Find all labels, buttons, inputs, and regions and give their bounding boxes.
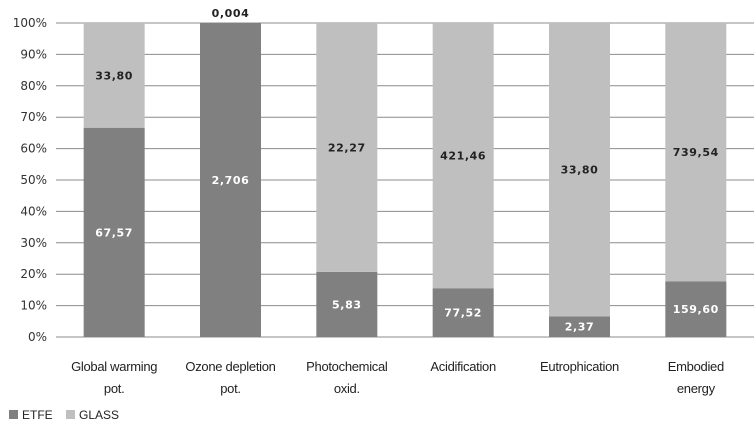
- x-category-label: oxid.: [334, 381, 360, 396]
- y-tick-label: 30%: [20, 236, 47, 250]
- legend-swatch-glass: [66, 410, 75, 419]
- data-label-glass: 0,004: [212, 7, 250, 20]
- x-category-label: Global warming: [71, 359, 157, 374]
- bars: [83, 23, 727, 338]
- bar-glass: [549, 23, 610, 317]
- x-category-label: pot.: [104, 381, 124, 396]
- gridlines: [56, 22, 754, 338]
- y-tick-label: 70%: [20, 110, 47, 124]
- legend-label-glass: GLASS: [79, 408, 119, 422]
- y-tick-label: 100%: [13, 16, 47, 30]
- bar-etfe: [549, 316, 610, 337]
- data-label-etfe: 2,37: [565, 321, 595, 334]
- y-tick-label: 0%: [28, 330, 47, 344]
- data-label-glass: 421,46: [440, 150, 486, 163]
- y-tick-label: 60%: [20, 142, 47, 156]
- y-tick-label: 90%: [20, 47, 47, 61]
- y-axis-ticks: 0% 10% 20% 30% 40% 50% 60% 70% 80% 90% 100%: [13, 16, 47, 344]
- y-tick-label: 20%: [20, 267, 47, 281]
- y-tick-label: 80%: [20, 79, 47, 93]
- bar-etfe: [432, 288, 494, 337]
- data-label-etfe: 5,83: [332, 298, 362, 311]
- data-label-glass: 22,27: [328, 141, 366, 154]
- x-category-label: pot.: [220, 381, 240, 396]
- data-label-etfe: 67,57: [95, 226, 133, 239]
- data-labels: 67,57 33,80 2,706 0,004 5,83 22,27 77,52 421,46…: [95, 7, 719, 334]
- y-tick-label: 40%: [20, 204, 47, 218]
- bar-glass: [316, 23, 378, 272]
- bar-glass: [83, 23, 145, 128]
- x-category-label: Embodied: [668, 359, 724, 374]
- bar-glass: [665, 23, 727, 282]
- legend-label-etfe: ETFE: [22, 408, 53, 422]
- legend: ETFE GLASS: [9, 408, 119, 422]
- x-category-label: Acidification: [430, 359, 496, 374]
- data-label-glass: 33,80: [561, 164, 599, 177]
- data-label-etfe: 159,60: [673, 303, 719, 316]
- x-category-label: energy: [677, 381, 716, 396]
- data-label-etfe: 77,52: [444, 307, 482, 320]
- bar-etfe: [83, 127, 145, 338]
- x-axis-categories: Global warming pot. Ozone depletion pot. Pho…: [71, 359, 724, 396]
- x-category-label: Photochemical: [306, 359, 388, 374]
- data-label-glass: 739,54: [673, 146, 719, 159]
- data-label-etfe: 2,706: [212, 174, 250, 187]
- bar-etfe: [316, 271, 378, 337]
- legend-swatch-etfe: [9, 410, 18, 419]
- x-category-label: Ozone depletion: [185, 359, 275, 374]
- bar-etfe: [665, 281, 727, 337]
- y-tick-label: 10%: [20, 299, 47, 313]
- bar-etfe: [200, 23, 261, 338]
- y-tick-label: 50%: [20, 173, 47, 187]
- data-label-glass: 33,80: [95, 69, 133, 82]
- x-category-label: Eutrophication: [540, 359, 619, 374]
- bar-glass: [432, 23, 494, 289]
